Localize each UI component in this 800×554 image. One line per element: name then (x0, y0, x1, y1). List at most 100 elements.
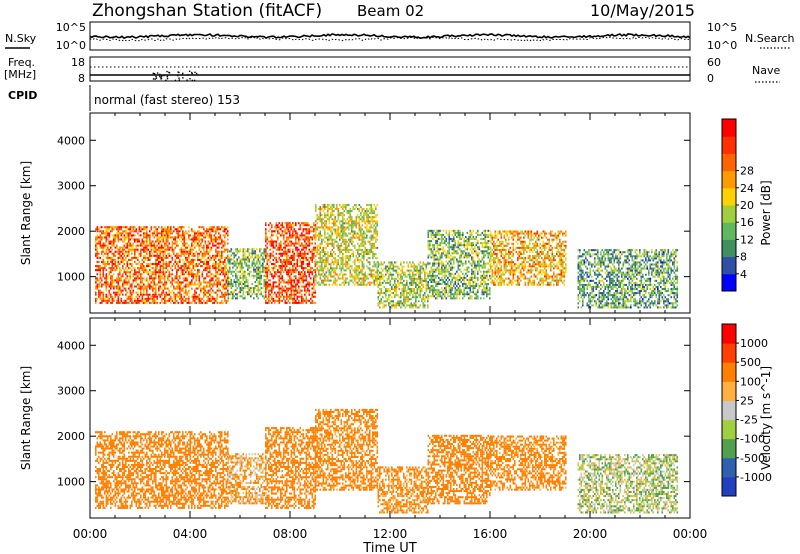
power-echo-cell (345, 279, 347, 282)
power-echo-cell (179, 277, 181, 280)
power-echo-cell (108, 297, 111, 300)
power-echo-cell (296, 265, 299, 268)
power-echo-cell (99, 295, 102, 298)
power-echo-cell (441, 266, 443, 269)
power-echo-cell (95, 299, 97, 302)
power-echo-cell (439, 293, 442, 296)
power-echo-cell (176, 242, 178, 245)
power-echo-cell (321, 238, 323, 241)
power-echo-cell (170, 301, 172, 304)
power-echo-cell (348, 216, 350, 219)
power-echo-cell (98, 269, 100, 272)
power-echo-cell (259, 289, 261, 292)
power-echo-cell (438, 231, 440, 234)
power-echo-cell (410, 283, 413, 286)
power-echo-cell (324, 216, 326, 219)
power-echo-cell (191, 238, 193, 241)
power-echo-cell (251, 260, 254, 263)
power-echo-cell (403, 288, 405, 291)
power-echo-cell (389, 273, 392, 276)
power-echo-cell (95, 265, 97, 268)
power-echo-cell (301, 232, 303, 235)
power-echo-cell (305, 267, 308, 270)
power-echo-cell (182, 232, 184, 235)
power-echo-cell (355, 218, 358, 221)
power-echo-cell (447, 242, 449, 245)
power-echo-cell (192, 297, 195, 300)
power-echo-cell (177, 256, 180, 259)
power-echo-cell (225, 283, 228, 286)
power-echo-cell (96, 228, 99, 231)
power-echo-cell (367, 277, 370, 280)
power-echo-cell (131, 293, 133, 296)
power-echo-cell (438, 238, 440, 241)
power-echo-cell (343, 246, 346, 249)
power-echo-cell (156, 271, 159, 274)
power-echo-cell (269, 228, 272, 231)
power-echo-cell (247, 293, 249, 296)
power-echo-cell (313, 285, 315, 288)
power-echo-cell (296, 297, 299, 300)
power-echo-cell (134, 248, 136, 251)
power-echo-cell (451, 287, 454, 290)
power-echo-cell (266, 236, 269, 239)
power-echo-cell (105, 275, 108, 278)
power-echo-cell (427, 233, 430, 236)
power-echo-cell (422, 296, 425, 299)
power-echo-cell (308, 275, 311, 278)
power-echo-cell (447, 295, 449, 298)
power-echo-cell (304, 228, 306, 231)
power-echo-cell (137, 291, 139, 294)
power-echo-cell (206, 299, 208, 302)
power-echo-cell (176, 273, 178, 276)
power-echo-cell (275, 299, 278, 302)
power-echo-cell (257, 289, 260, 292)
power-echo-cell (278, 289, 281, 292)
power-echo-cell (107, 252, 109, 255)
power-echo-cell (218, 287, 220, 290)
power-echo-cell (131, 244, 133, 247)
power-echo-cell (113, 287, 115, 290)
power-echo-cell (439, 254, 442, 257)
power-echo-cell (453, 256, 455, 259)
power-echo-cell (343, 242, 346, 245)
power-echo-cell (336, 230, 338, 233)
power-echo-cell (342, 257, 344, 260)
power-echo-cell (412, 273, 414, 276)
power-echo-cell (304, 246, 306, 249)
power-echo-cell (321, 242, 323, 245)
power-echo-cell (278, 228, 281, 231)
power-echo-cell (286, 254, 288, 257)
power-echo-cell (448, 229, 451, 232)
power-echo-cell (274, 246, 276, 249)
power-echo-cell (215, 275, 217, 278)
power-echo-cell (404, 275, 407, 278)
power-echo-cell (182, 242, 184, 245)
power-echo-cell (117, 277, 120, 280)
power-echo-cell (289, 224, 291, 227)
power-echo-cell (107, 263, 109, 266)
power-echo-cell (164, 283, 166, 286)
power-echo-cell (155, 250, 157, 253)
power-echo-cell (207, 275, 210, 278)
power-echo-cell (197, 275, 199, 278)
power-echo-cell (272, 269, 275, 272)
power-echo-cell (111, 269, 114, 272)
power-echo-cell (218, 301, 220, 304)
power-echo-cell (355, 220, 358, 223)
power-echo-cell (254, 293, 257, 296)
power-echo-cell (150, 250, 153, 253)
freq-tick-top: 18 (71, 56, 85, 69)
power-echo-cell (358, 273, 361, 276)
power-echo-cell (319, 269, 322, 272)
power-echo-cell (221, 226, 223, 229)
power-echo-cell (116, 265, 118, 268)
power-echo-cell (149, 301, 151, 304)
power-echo-cell (290, 297, 293, 300)
power-echo-cell (448, 252, 451, 255)
power-echo-cell (448, 272, 451, 275)
power-echo-cell (244, 276, 246, 279)
power-echo-cell (301, 244, 303, 247)
power-echo-cell (424, 292, 426, 295)
power-echo-cell (445, 264, 448, 267)
